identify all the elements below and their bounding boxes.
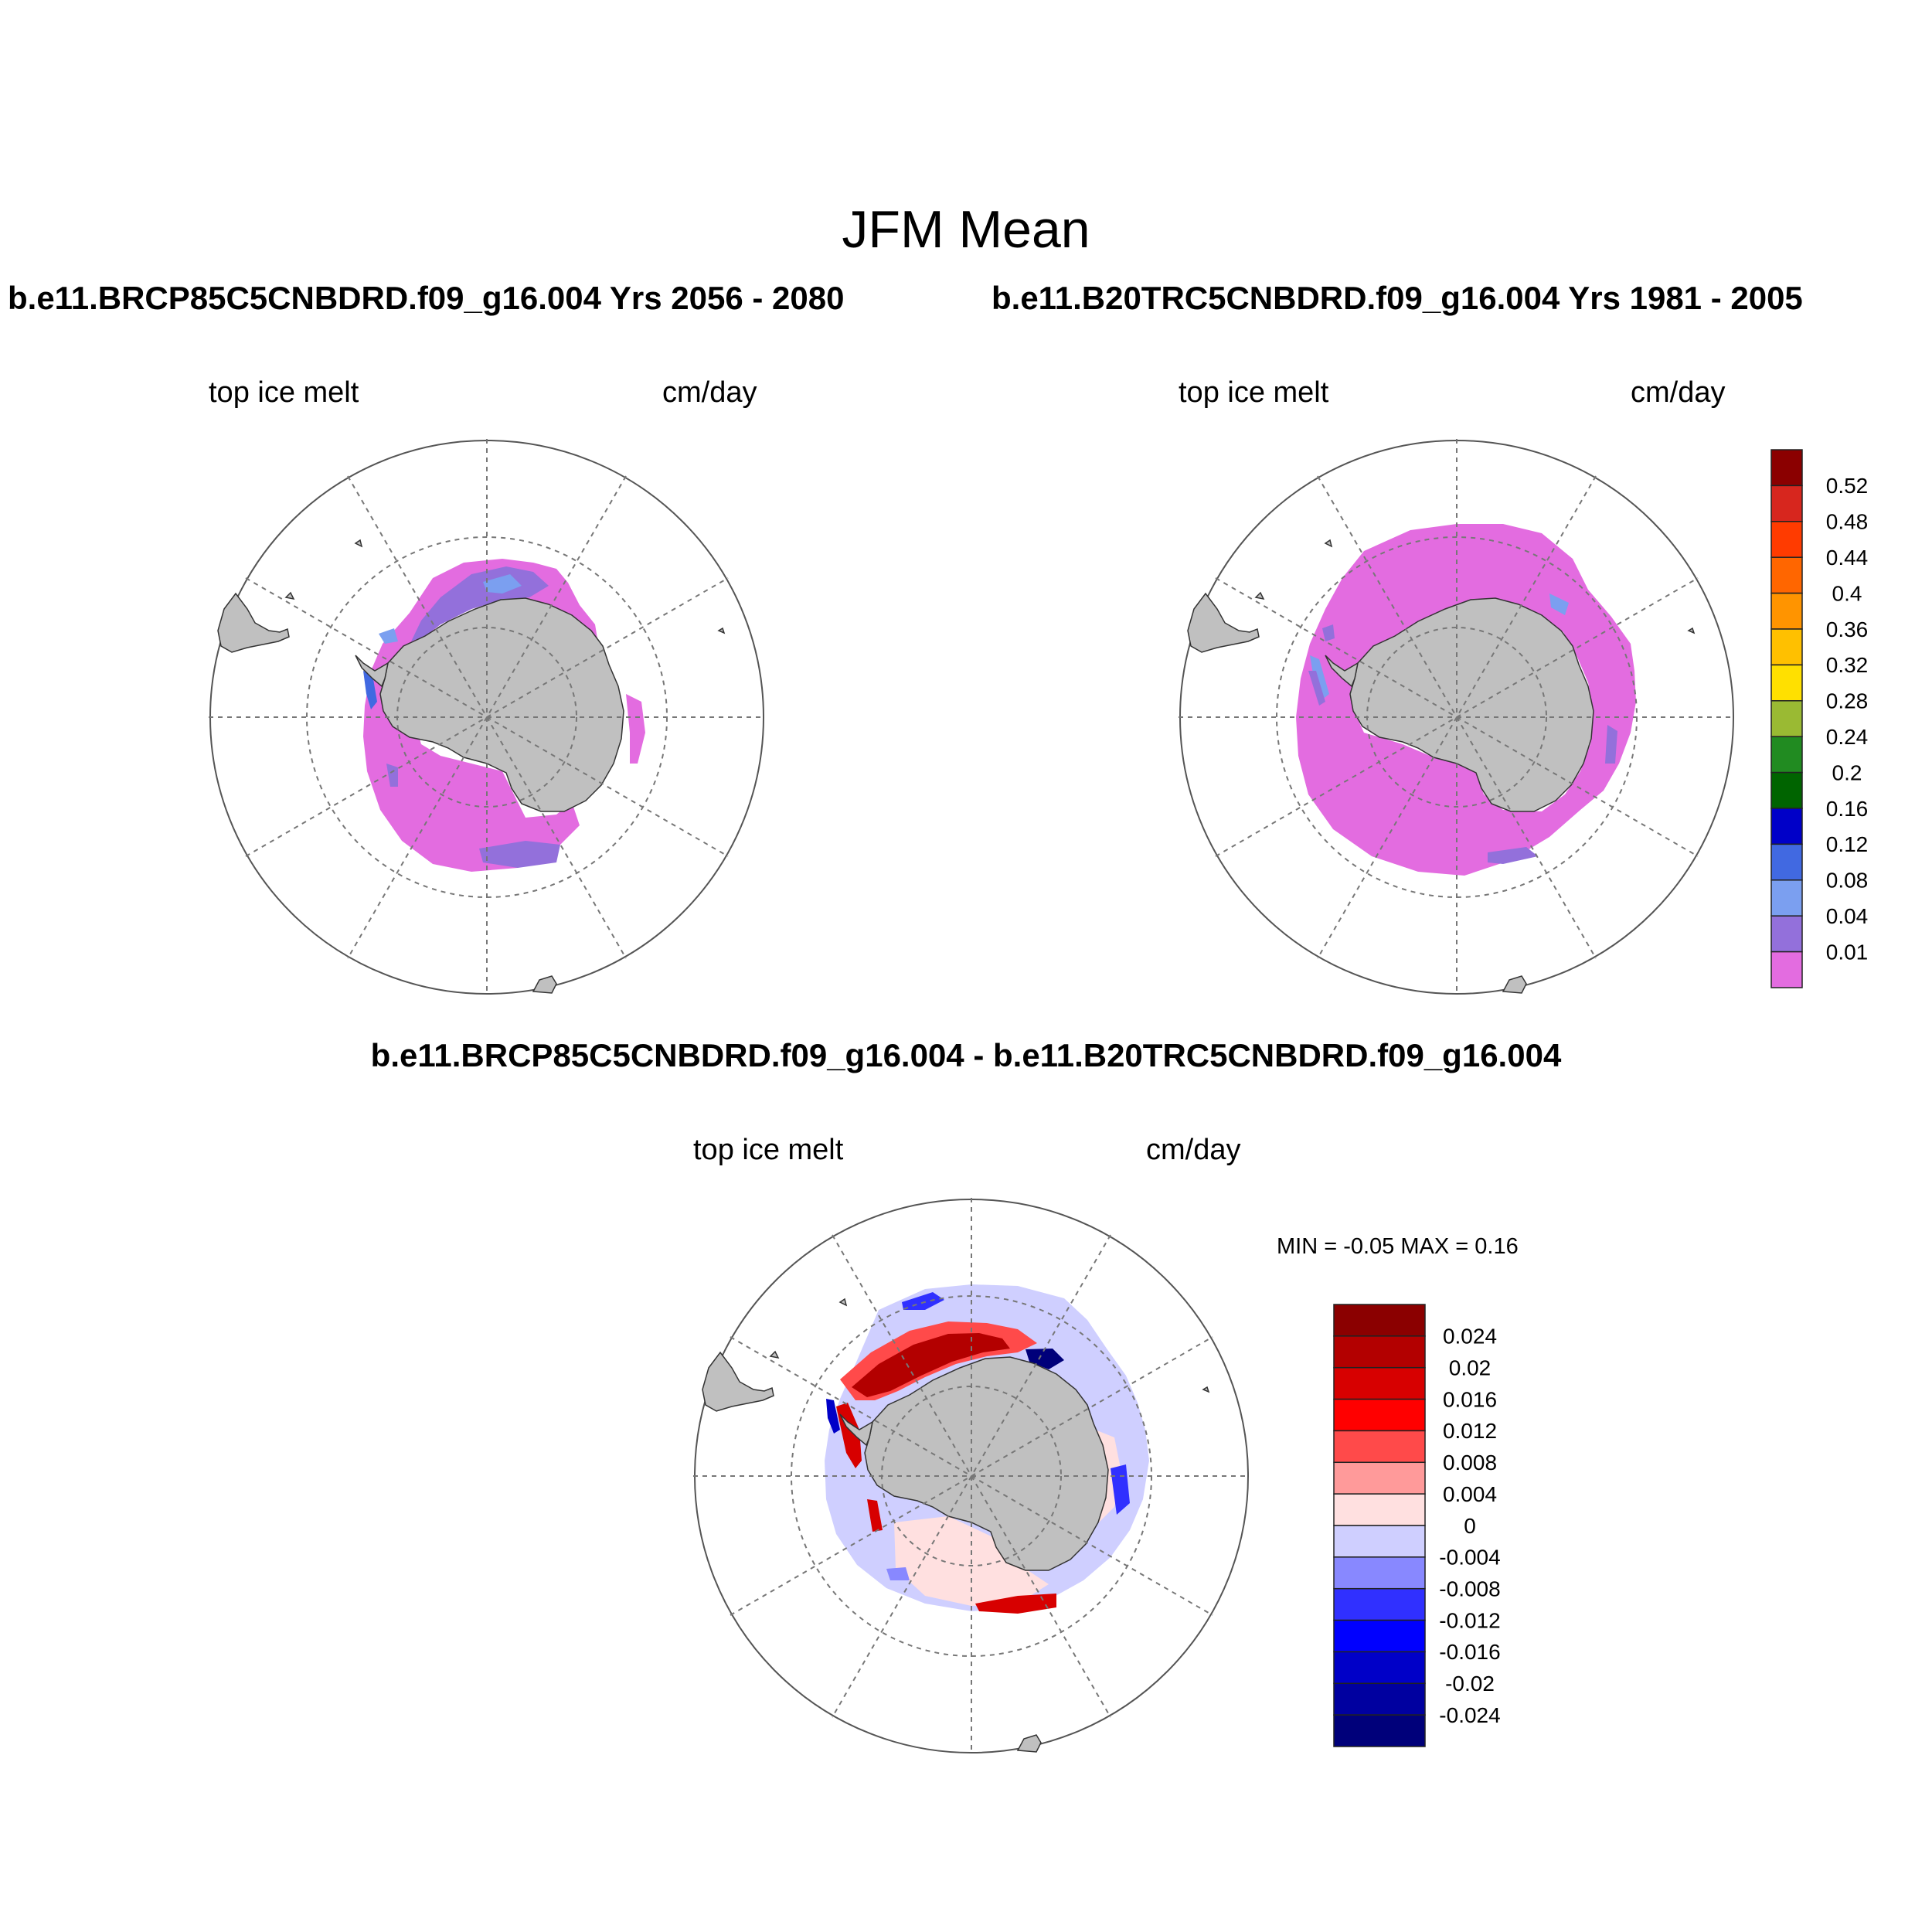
main-colorbar-tick-label: 0.36: [1826, 617, 1869, 641]
main-colorbar-tick-label: 0.32: [1826, 653, 1869, 677]
main-colorbar-swatch: [1770, 521, 1803, 558]
main-colorbar-tick-label: 0.52: [1826, 474, 1869, 498]
diff-colorbar-swatch: [1333, 1682, 1426, 1716]
diff-colorbar-tick-label: 0.008: [1443, 1451, 1497, 1475]
diff-colorbar-swatch: [1333, 1493, 1426, 1526]
diff-colorbar-swatch: [1333, 1651, 1426, 1685]
diff-colorbar-swatch: [1333, 1366, 1426, 1400]
main-colorbar-tick-label: 0.08: [1826, 869, 1869, 893]
diff-colorbar: 0.024 0.02 0.016 0.012 0.008 0.004 0 -0.004 -0.0…: [1333, 1304, 1501, 1747]
diff-colorbar-tick-label: 0.024: [1443, 1325, 1497, 1349]
diff-colorbar-tick-label: 0.02: [1449, 1356, 1492, 1380]
diff-colorbar-swatch: [1333, 1619, 1426, 1653]
diff-colorbar-tick-label: 0: [1464, 1514, 1476, 1538]
diff-colorbar-swatch: [1333, 1335, 1426, 1369]
main-colorbar-tick-label: 0.2: [1832, 760, 1862, 784]
main-colorbar-tick-label: 0.04: [1826, 904, 1869, 928]
main-colorbar-tick-label: 0.24: [1826, 725, 1869, 749]
main-colorbar-tick-label: 0.12: [1826, 832, 1869, 856]
main-colorbar-tick-label: 0.4: [1832, 581, 1862, 605]
diff-colorbar-tick-label: 0.004: [1443, 1482, 1497, 1506]
panel-1-title: b.e11.BRCP85C5CNBDRD.f09_g16.004 Yrs 205…: [8, 280, 845, 316]
main-colorbar-swatch: [1770, 843, 1803, 881]
diff-colorbar-tick-label: -0.012: [1439, 1608, 1500, 1632]
diff-minmax-label: MIN = -0.05 MAX = 0.16: [1277, 1234, 1519, 1259]
diff-colorbar-tick-label: -0.024: [1439, 1703, 1500, 1727]
panel-2-units: cm/day: [1631, 376, 1726, 409]
diff-colorbar-tick-label: 0.016: [1443, 1387, 1497, 1411]
panel-3-variable: top ice melt: [693, 1134, 844, 1166]
main-colorbar-swatch: [1770, 915, 1803, 953]
main-colorbar-swatch: [1770, 951, 1803, 988]
main-colorbar-swatch: [1770, 736, 1803, 774]
diff-colorbar-tick-label: -0.016: [1439, 1640, 1500, 1664]
panel-2-variable: top ice melt: [1179, 376, 1329, 409]
main-colorbar-swatch: [1770, 771, 1803, 809]
diff-colorbar-tick-label: -0.004: [1439, 1546, 1500, 1570]
main-colorbar-swatch: [1770, 879, 1803, 917]
panel-1-variable: top ice melt: [209, 376, 359, 409]
panel-3-map: [693, 1198, 1250, 1754]
main-colorbar-tick-label: 0.01: [1826, 940, 1869, 964]
panel-2-map: [1179, 439, 1735, 995]
figure-title: JFM Mean: [842, 200, 1090, 259]
diff-colorbar-swatch: [1333, 1525, 1426, 1558]
main-colorbar-tick-label: 0.44: [1826, 546, 1869, 570]
diff-colorbar-swatch: [1333, 1714, 1426, 1747]
main-colorbar-swatch: [1770, 592, 1803, 630]
diff-colorbar-tick-label: -0.008: [1439, 1577, 1500, 1601]
main-colorbar-tick-label: 0.48: [1826, 510, 1869, 534]
main-colorbar-swatch: [1770, 556, 1803, 594]
main-colorbar-swatch: [1770, 628, 1803, 666]
diff-colorbar-swatch: [1333, 1461, 1426, 1495]
panel-1-map: [209, 439, 765, 995]
diff-colorbar-tick-label: 0.012: [1443, 1419, 1497, 1443]
panel-2-title: b.e11.B20TRC5CNBDRD.f09_g16.004 Yrs 1981…: [992, 280, 1803, 316]
panel-1-units: cm/day: [662, 376, 757, 409]
panel-3-units: cm/day: [1146, 1134, 1241, 1166]
main-colorbar: 0.52 0.48 0.44 0.4 0.36 0.32 0.28 0.24 0.2 0.16 0.…: [1770, 449, 1869, 988]
panel-3-title: b.e11.BRCP85C5CNBDRD.f09_g16.004 - b.e11…: [370, 1037, 1562, 1073]
diff-colorbar-swatch: [1333, 1398, 1426, 1432]
main-colorbar-tick-label: 0.28: [1826, 689, 1869, 713]
main-colorbar-swatch: [1770, 808, 1803, 845]
diff-colorbar-swatch: [1333, 1587, 1426, 1621]
main-colorbar-tick-label: 0.16: [1826, 797, 1869, 821]
diff-colorbar-tick-label: -0.02: [1445, 1672, 1495, 1696]
main-colorbar-swatch: [1770, 449, 1803, 487]
diff-colorbar-swatch: [1333, 1556, 1426, 1590]
main-colorbar-swatch: [1770, 485, 1803, 522]
diff-colorbar-swatch: [1333, 1430, 1426, 1464]
main-colorbar-swatch: [1770, 664, 1803, 702]
main-colorbar-swatch: [1770, 700, 1803, 737]
panel-2-field: [1296, 524, 1636, 876]
diff-colorbar-swatch: [1333, 1304, 1426, 1337]
